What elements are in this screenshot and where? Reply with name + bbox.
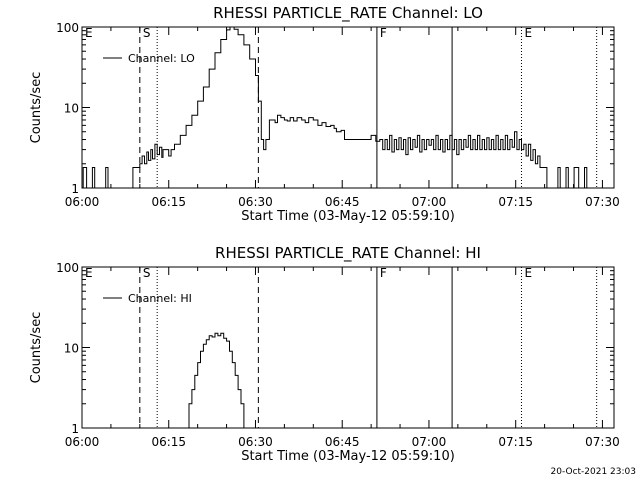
x-axis-label: Start Time (03-May-12 05:59:10): [241, 209, 455, 224]
event-marker-label: E: [85, 26, 93, 40]
x-axis-label: Start Time (03-May-12 05:59:10): [241, 449, 455, 464]
event-marker-label: E: [85, 266, 93, 280]
x-tick-label: 07:15: [498, 435, 533, 449]
series-line: [82, 26, 591, 189]
y-tick-label: 1: [71, 182, 79, 196]
y-tick-label: 1: [71, 422, 79, 436]
x-tick-label: 07:30: [585, 435, 620, 449]
x-tick-label: 07:00: [412, 435, 447, 449]
y-tick-label: 10: [64, 102, 79, 116]
chart-title: RHESSI PARTICLE_RATE Channel: LO: [213, 4, 483, 23]
footer-timestamp: 20-Oct-2021 23:03: [550, 467, 636, 477]
y-tick-label: 10: [64, 342, 79, 356]
series-line: [186, 332, 245, 429]
legend-label: Channel: LO: [128, 52, 195, 65]
y-tick-label: 100: [56, 21, 79, 35]
event-marker-label: E: [524, 266, 532, 280]
x-tick-label: 06:30: [238, 435, 273, 449]
event-marker-label: E: [524, 26, 532, 40]
x-tick-label: 06:30: [238, 195, 273, 209]
y-axis-label: Counts/sec: [29, 312, 44, 384]
event-marker-label: S: [143, 266, 151, 280]
panel-lo: RHESSI PARTICLE_RATE Channel: LO 06:00 06:…: [29, 4, 620, 224]
event-marker-label: F: [380, 266, 387, 280]
x-tick-label: 06:45: [325, 435, 360, 449]
x-tick-label: 07:30: [585, 195, 620, 209]
y-axis-label: Counts/sec: [29, 72, 44, 144]
x-tick-label: 07:00: [412, 195, 447, 209]
event-marker-label: S: [143, 26, 151, 40]
x-tick-label: 06:45: [325, 195, 360, 209]
x-tick-label: 06:00: [65, 435, 100, 449]
y-tick-label: 100: [56, 261, 79, 275]
event-marker-label: F: [380, 26, 387, 40]
x-tick-label: 06:00: [65, 195, 100, 209]
panel-hi: RHESSI PARTICLE_RATE Channel: HI 06:00 06:…: [29, 244, 620, 464]
x-tick-label: 06:15: [151, 435, 186, 449]
x-tick-label: 07:15: [498, 195, 533, 209]
chart-title: RHESSI PARTICLE_RATE Channel: HI: [215, 244, 481, 263]
x-tick-label: 06:15: [151, 195, 186, 209]
legend-label: Channel: HI: [128, 292, 192, 305]
